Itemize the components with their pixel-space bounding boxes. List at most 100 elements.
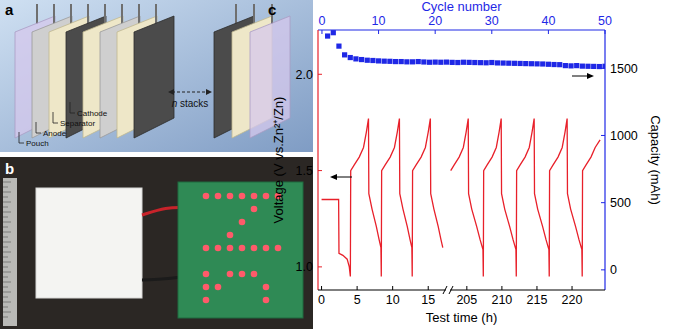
capacity-point [416,59,421,64]
x-tick-label: 15 [421,293,435,307]
sheet-tab [36,4,38,24]
led [227,245,234,252]
stack-arrow [172,92,208,93]
capacity-point [523,61,528,66]
y2-tick [601,269,605,270]
layer-pointer [36,122,41,133]
led [215,284,222,291]
layer-pointer [19,132,24,143]
left-axis [317,30,318,290]
x-tick-label: 5 [354,293,361,307]
sheet-tab [53,4,55,24]
ruler-tick [3,182,11,183]
stack-text: stacks [177,98,208,109]
panel-label: b [5,160,14,177]
capacity-point [568,63,573,68]
led [227,193,234,200]
stack-label: n stacks [172,98,209,109]
layer-pointer [70,102,75,113]
x-tick-label: 210 [491,293,512,307]
led [203,245,210,252]
ruler-tick [3,242,11,243]
capacity-point [325,33,330,38]
ruler-tick [3,227,8,228]
ruler-tick [3,257,8,258]
led [263,284,270,291]
ruler-tick [3,202,11,203]
led [203,271,210,278]
ruler-tick [3,222,11,223]
pouch-cell [36,188,142,298]
capacity-point [421,59,426,64]
capacity-point [387,59,392,64]
led [263,193,270,200]
y-tick [318,74,322,75]
capacity-point [336,44,341,49]
capacity-point [551,62,556,67]
ruler-tick [3,272,11,273]
y2-axis-label: Capacity (mAh) [648,115,663,205]
capacity-point [467,60,472,65]
capacity-point [393,59,398,64]
capacity-point [546,62,551,67]
ruler-tick [3,237,8,238]
y2-tick [601,202,605,203]
led [203,193,210,200]
sheet-tab [235,4,237,24]
capacity-point [563,63,568,68]
led [251,206,258,213]
axis-break [449,286,453,294]
top-axis-label: Cycle number [421,0,502,14]
layer-label: Separator [60,119,95,128]
layer-label: Pouch [26,139,49,148]
x-tick [357,286,358,290]
y-tick [318,170,322,171]
sheet-tab [121,4,123,24]
ruler-tick [3,297,8,298]
arrow-head [168,89,174,95]
x-tick-label: 205 [456,293,477,307]
line-group [322,119,443,277]
top-tick [378,30,379,34]
capacity-point [540,61,545,66]
arrow-head [206,89,212,95]
x-tick-label: 10 [386,293,400,307]
bottom-axis [450,289,605,290]
led [275,245,282,252]
x-tick [392,286,393,290]
capacity-point [534,61,539,66]
led [203,284,210,291]
top-tick [321,30,322,34]
capacity-point [359,57,364,62]
capacity-point [450,60,455,65]
ruler-tick [3,197,8,198]
capacity-point [444,60,449,65]
capacity-point [461,60,466,65]
sheet-tab [253,4,255,24]
x-tick [428,286,429,290]
ruler-tick [3,312,11,313]
panel-label: c [268,1,276,18]
capacity-point [427,60,432,65]
ruler [3,178,17,326]
capacity-point [342,52,347,57]
led [251,245,258,252]
capacity-point [585,64,590,69]
ruler-tick [3,217,8,218]
led [251,271,258,278]
y-tick-label: 1.0 [296,260,313,274]
capacity-point [472,60,477,65]
line-group [451,119,600,277]
ruler-tick [3,207,8,208]
capacity-point [557,62,562,67]
led [251,193,258,200]
capacity-point [489,60,494,65]
x-tick [466,286,467,290]
bottom-axis [318,289,446,290]
figure: PouchAnodeSeparatorCathoden stacksab0510… [0,0,675,329]
capacity-point [353,56,358,61]
capacity-point [399,59,404,64]
top-tick-label: 0 [318,14,325,28]
capacity-point [478,60,483,65]
sheet-tab [138,4,140,24]
